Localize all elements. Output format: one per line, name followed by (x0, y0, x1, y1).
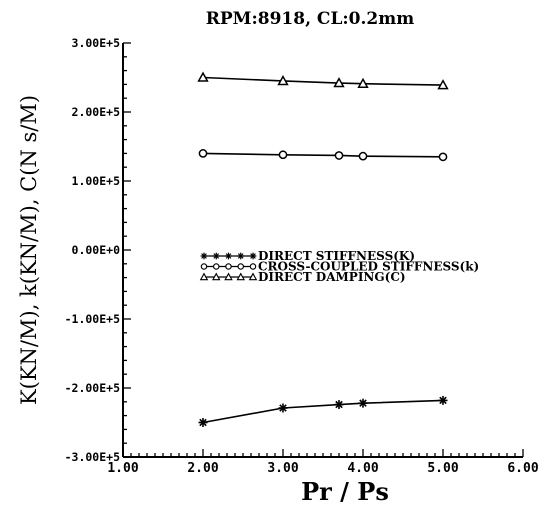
series-star (198, 395, 448, 427)
y-tick-label: 1.00E+5 (72, 174, 121, 188)
legend-item: DIRECT DAMPING(C) (199, 270, 406, 284)
legend-label: DIRECT STIFFNESS(K) (258, 249, 415, 263)
y-axis-label: K(KN/M), k(KN/M), C(N s/M) (17, 95, 41, 405)
legend-marker (225, 252, 232, 260)
legend-marker (212, 263, 220, 270)
x-axis-label: Pr / Ps (301, 477, 389, 506)
legend-item: CROSS-COUPLED STIFFNESS(k) (200, 260, 479, 274)
series-line (202, 399, 444, 424)
data-point (278, 150, 288, 160)
y-tick-label: -2.00E+5 (65, 381, 120, 395)
legend-marker (211, 272, 221, 281)
x-tick-label: 1.00 (107, 461, 138, 476)
y-tick-label: 0.00E+0 (72, 243, 121, 257)
series-line (202, 76, 444, 86)
data-point (197, 71, 209, 82)
x-tick-label: 6.00 (507, 461, 538, 476)
legend-marker (224, 272, 233, 281)
minor-ticks (123, 56, 516, 457)
data-point (438, 395, 448, 405)
data-point (357, 77, 369, 88)
data-point (333, 77, 345, 88)
series-triangle (197, 71, 449, 90)
legend-marker (248, 272, 258, 281)
data-point (198, 418, 208, 427)
y-tick-label: 2.00E+5 (72, 105, 121, 119)
legend: DIRECT STIFFNESS(K)CROSS-COUPLED STIFFNE… (199, 249, 479, 284)
legend-label: CROSS-COUPLED STIFFNESS(k) (258, 260, 479, 274)
series-line (202, 152, 444, 158)
x-tick-label: 2.00 (187, 461, 218, 476)
x-ticks: 1.00 2.00 3.00 4.00 5.00 6.00 (107, 449, 539, 476)
data-point (358, 151, 368, 161)
legend-marker (249, 263, 257, 270)
chart-title: RPM:8918, CL:0.2mm (206, 9, 414, 29)
legend-label: DIRECT DAMPING(C) (258, 270, 406, 284)
data-point (277, 75, 289, 86)
x-tick-label: 4.00 (347, 461, 378, 476)
y-tick-label: -3.00E+5 (65, 450, 120, 464)
data-point (358, 398, 368, 408)
legend-marker (249, 252, 257, 260)
data-point (278, 403, 288, 413)
series-circle (198, 149, 448, 162)
series-layer (197, 71, 449, 427)
y-tick-label: -1.00E+5 (65, 312, 120, 326)
legend-marker (199, 272, 209, 281)
legend-marker (200, 263, 208, 270)
legend-marker (212, 252, 220, 260)
x-tick-label: 5.00 (427, 461, 458, 476)
legend-marker (237, 252, 245, 260)
data-point (198, 149, 208, 158)
legend-marker (200, 252, 208, 260)
legend-item: DIRECT STIFFNESS(K) (200, 249, 415, 263)
legend-marker (236, 272, 246, 281)
y-tick-label: 3.00E+5 (72, 36, 121, 50)
data-point (437, 79, 449, 90)
data-point (334, 151, 344, 160)
legend-marker (225, 263, 232, 270)
y-ticks: -3.00E+5 -2.00E+5 -1.00E+5 0.00E+0 1.00E+5 2.… (65, 36, 131, 464)
x-tick-label: 3.00 (267, 461, 298, 476)
legend-marker (237, 263, 245, 270)
data-point (438, 152, 448, 162)
data-point (334, 400, 344, 410)
